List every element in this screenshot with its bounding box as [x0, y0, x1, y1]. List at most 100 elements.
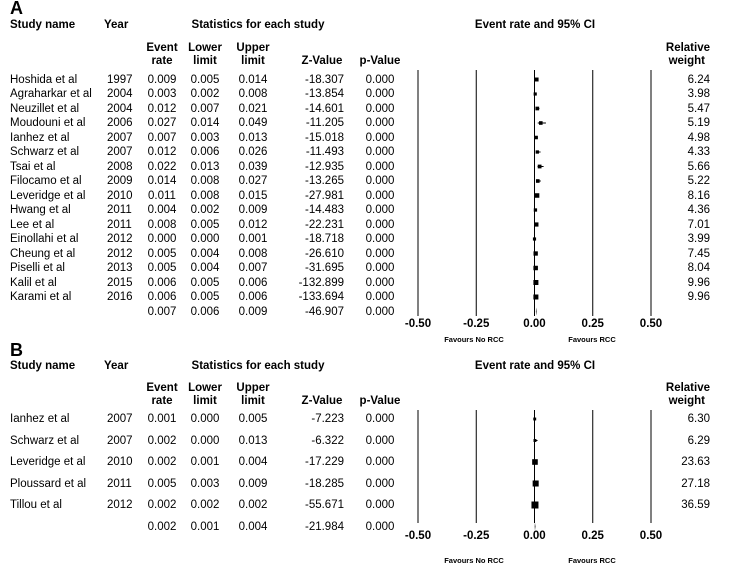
summary-z-value: -46.907	[304, 305, 344, 318]
favours-left-label: Favours No RCC	[444, 556, 504, 565]
event-rate: 0.002	[147, 434, 177, 447]
lower-limit: 0.004	[190, 262, 220, 274]
x-tick-label: -0.50	[404, 530, 432, 542]
z-value: -11.493	[305, 146, 344, 158]
p-value: 0.000	[365, 73, 395, 86]
z-value: -18.285	[304, 477, 344, 490]
lower-limit: 0.013	[190, 160, 220, 173]
lower-limit: 0.001	[190, 456, 220, 468]
study-year: 2007	[107, 434, 133, 447]
z-value: -6.322	[311, 434, 344, 447]
header-year: Year	[104, 19, 129, 31]
study-point	[535, 106, 540, 111]
relative-weight: 4.33	[687, 146, 710, 158]
study-point	[531, 501, 539, 509]
study-year: 2012	[107, 499, 133, 511]
study-name: Lee et al	[10, 218, 55, 231]
lower-limit: 0.000	[190, 413, 220, 425]
event-rate: 0.006	[147, 276, 177, 289]
event-rate: 0.011	[148, 189, 176, 202]
event-rate: 0.005	[147, 247, 177, 260]
lower-limit: 0.004	[190, 247, 220, 260]
event-rate: 0.012	[147, 146, 177, 158]
event-rate: 0.008	[147, 218, 177, 231]
z-value: -27.981	[304, 189, 344, 202]
upper-limit: 0.004	[238, 456, 268, 468]
header-upper-2: limit	[241, 55, 265, 67]
summary-p-value: 0.000	[365, 305, 395, 318]
study-name: Cheung et al	[10, 247, 76, 260]
study-name: Leveridge et al	[10, 456, 86, 468]
upper-limit: 0.009	[238, 204, 268, 216]
z-value: -31.695	[304, 262, 344, 274]
p-value: 0.000	[365, 88, 395, 100]
x-tick-label: 0.25	[581, 530, 604, 542]
study-name: Karami et al	[10, 291, 72, 303]
p-value: 0.000	[365, 499, 395, 511]
lower-limit: 0.014	[190, 117, 220, 129]
event-rate: 0.009	[147, 73, 177, 86]
p-value: 0.000	[365, 434, 395, 447]
summary-p-value: 0.000	[365, 520, 395, 533]
study-name: Einollahi et al	[10, 233, 79, 245]
z-value: -14.601	[304, 102, 344, 115]
favours-right-label: Favours RCC	[568, 335, 616, 344]
summary-lower-limit: 0.006	[190, 305, 220, 318]
relative-weight: 8.04	[687, 262, 710, 274]
header-p-value: p-Value	[359, 55, 401, 67]
z-value: -22.231	[304, 218, 344, 231]
panel-letter: B	[10, 340, 23, 360]
z-value: -18.718	[304, 233, 344, 245]
header-lower-2: limit	[193, 395, 217, 407]
upper-limit: 0.001	[238, 233, 268, 245]
event-rate: 0.004	[147, 204, 177, 216]
lower-limit: 0.005	[190, 218, 220, 231]
header-stats: Statistics for each study	[191, 360, 325, 372]
study-point	[532, 237, 537, 241]
lower-limit: 0.002	[190, 204, 220, 216]
summary-event-rate: 0.007	[147, 305, 177, 318]
study-year: 2006	[107, 117, 133, 129]
study-year: 2013	[107, 262, 133, 274]
p-value: 0.000	[365, 218, 395, 231]
upper-limit: 0.013	[238, 131, 268, 144]
study-name: Agraharkar et al	[10, 88, 92, 100]
x-tick-label: -0.50	[404, 318, 432, 330]
relative-weight: 5.19	[687, 117, 710, 129]
study-point	[535, 150, 539, 154]
study-name: Schwarz et al	[10, 434, 80, 447]
x-tick-label: 0.25	[581, 318, 604, 330]
study-name: Piselli et al	[10, 262, 65, 274]
summary-z-value: -21.984	[304, 520, 344, 533]
summary-diamond	[535, 307, 537, 316]
z-value: -18.307	[304, 73, 344, 86]
lower-limit: 0.005	[190, 73, 220, 86]
study-name: Kalil et al	[10, 276, 57, 289]
upper-limit: 0.021	[238, 102, 268, 115]
study-year: 1997	[107, 73, 133, 86]
upper-limit: 0.008	[238, 88, 268, 100]
header-p-value: p-Value	[359, 395, 401, 407]
study-point	[533, 280, 539, 285]
p-value: 0.000	[365, 160, 395, 173]
summary-upper-limit: 0.009	[238, 305, 268, 318]
relative-weight: 23.63	[681, 456, 710, 468]
relative-weight: 7.45	[687, 247, 710, 260]
lower-limit: 0.005	[190, 291, 220, 303]
header-event-2: rate	[151, 55, 173, 67]
z-value: -12.935	[304, 160, 344, 173]
relative-weight: 9.96	[687, 276, 710, 289]
upper-limit: 0.005	[238, 413, 268, 425]
summary-lower-limit: 0.001	[190, 520, 220, 533]
study-year: 2007	[107, 131, 133, 144]
relative-weight: 9.96	[687, 291, 710, 303]
event-rate: 0.006	[147, 291, 177, 303]
upper-limit: 0.006	[238, 276, 268, 289]
z-value: -17.229	[304, 456, 344, 468]
p-value: 0.000	[365, 233, 395, 245]
relative-weight: 5.47	[687, 102, 710, 115]
header-study-name: Study name	[10, 360, 76, 372]
study-year: 2012	[107, 247, 133, 260]
event-rate: 0.014	[147, 175, 177, 187]
study-year: 2015	[107, 276, 133, 289]
